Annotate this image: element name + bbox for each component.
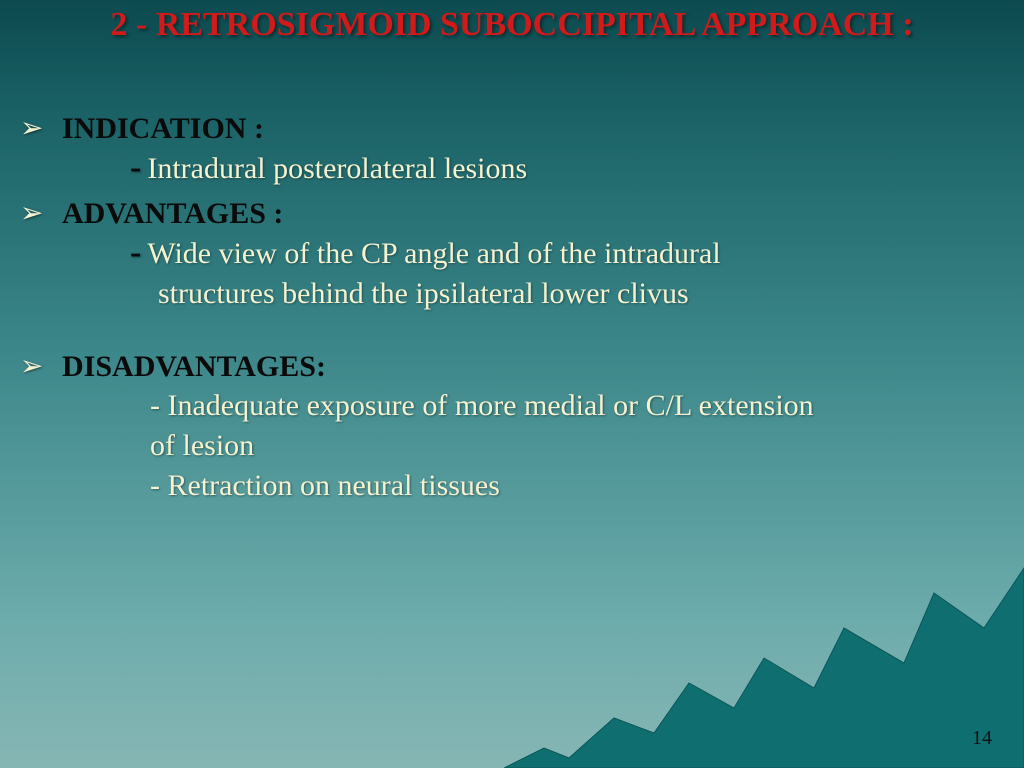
advantages-text2: structures behind the ipsilateral lower … (158, 277, 689, 310)
heading-disadvantages: DISADVANTAGES: (52, 348, 326, 386)
dash-icon: - (130, 149, 147, 186)
indication-text: Intradural posterolateral lesions (147, 152, 527, 185)
bullet-icon: ➢ (20, 348, 52, 386)
slide-title: 2 - RETROSIGMOID SUBOCCIPITAL APPROACH : (0, 6, 1024, 44)
page-number: 14 (972, 727, 992, 750)
section-disadvantages: ➢ DISADVANTAGES: (20, 348, 994, 386)
dash-icon: - (130, 234, 147, 271)
advantages-text1: Wide view of the CP angle and of the int… (147, 237, 720, 270)
slide: 2 - RETROSIGMOID SUBOCCIPITAL APPROACH :… (0, 0, 1024, 768)
advantages-line1: -Wide view of the CP angle and of the in… (20, 233, 994, 274)
indication-line: -Intradural posterolateral lesions (20, 148, 994, 189)
heading-advantages: ADVANTAGES : (52, 195, 283, 233)
bullet-icon: ➢ (20, 195, 52, 233)
section-advantages: ➢ ADVANTAGES : (20, 195, 994, 233)
disadvantages-text2: of lesion (150, 429, 254, 462)
bullet-icon: ➢ (20, 110, 52, 148)
disadvantages-line2: of lesion (20, 426, 994, 466)
advantages-line2: structures behind the ipsilateral lower … (20, 274, 994, 314)
section-indication: ➢ INDICATION : (20, 110, 994, 148)
heading-indication: INDICATION : (52, 110, 264, 148)
disadvantages-text3: - Retraction on neural tissues (150, 469, 500, 502)
disadvantages-text1: - Inadequate exposure of more medial or … (150, 389, 814, 422)
slide-content: ➢ INDICATION : -Intradural posterolatera… (20, 110, 994, 506)
disadvantages-line1: - Inadequate exposure of more medial or … (20, 386, 994, 426)
disadvantages-line3: - Retraction on neural tissues (20, 466, 994, 506)
corner-decoration (504, 508, 1024, 768)
